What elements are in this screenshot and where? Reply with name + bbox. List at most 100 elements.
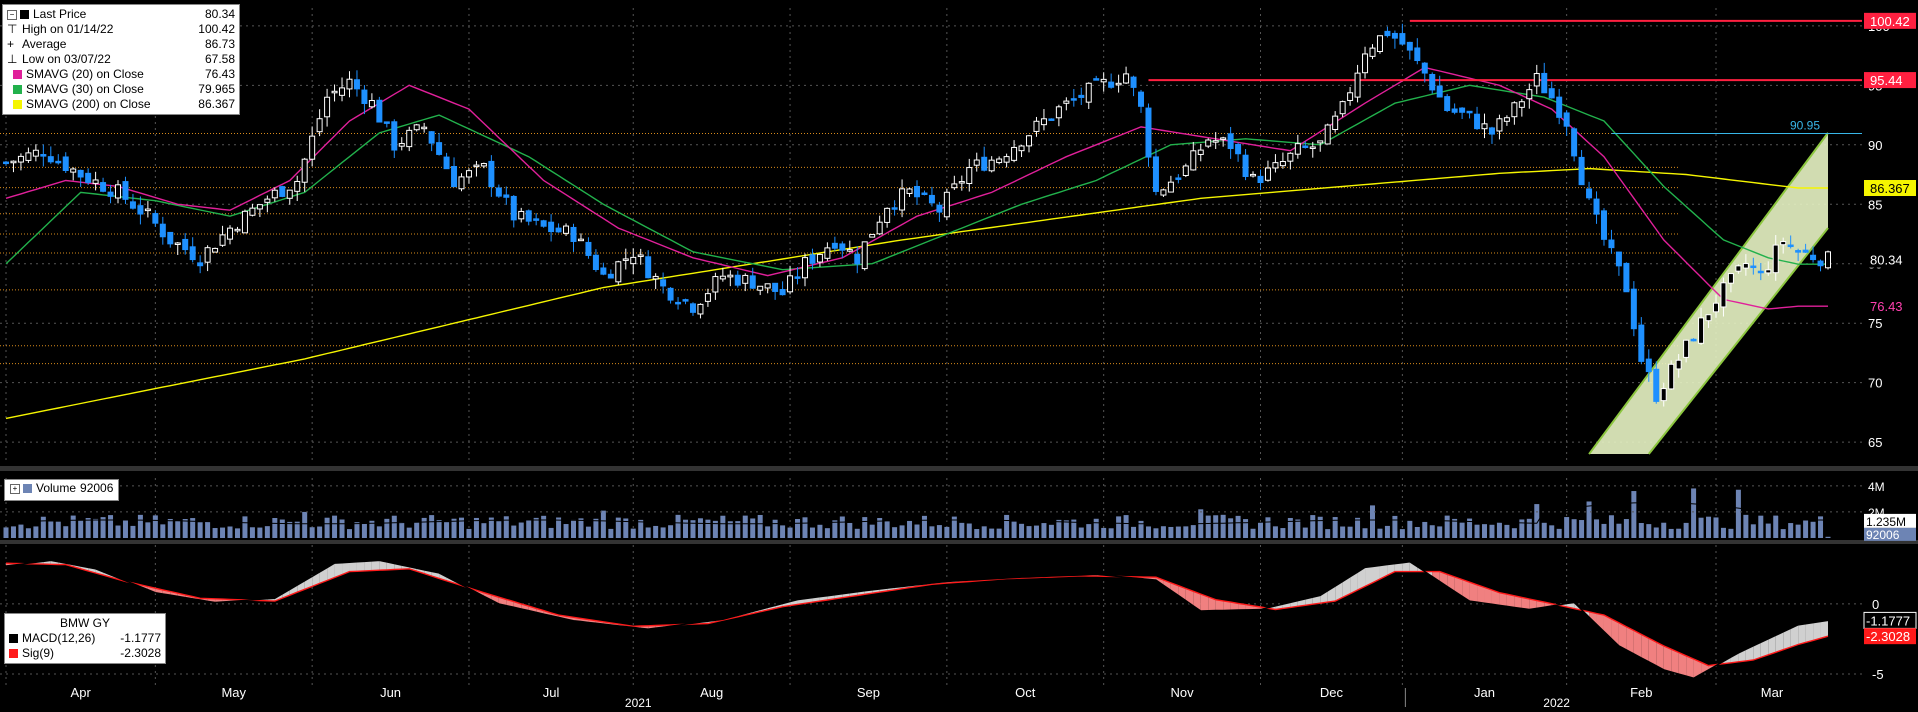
- candle-body: [600, 267, 607, 275]
- price-candle: [1503, 115, 1510, 126]
- volume-bar: [85, 518, 91, 538]
- collapse-icon[interactable]: −: [7, 9, 17, 20]
- volume-bar: [1713, 517, 1719, 538]
- price-candle: [1085, 82, 1092, 109]
- price-candle: [294, 175, 301, 202]
- candle-body: [816, 253, 823, 263]
- volume-bar: [175, 521, 181, 538]
- legend-value: 92006: [80, 481, 114, 495]
- candle-body: [1152, 156, 1159, 192]
- price-candle: [1780, 237, 1787, 254]
- volume-bar: [817, 524, 823, 538]
- price-candle: [1444, 93, 1451, 113]
- volume-bar: [182, 518, 188, 538]
- volume-bar: [668, 525, 674, 538]
- macd-legend[interactable]: BMW GY MACD(12,26) -1.1777 Sig(9) -2.302…: [4, 613, 166, 664]
- candle-body: [1302, 145, 1309, 148]
- price-candle: [212, 247, 219, 253]
- candle-body: [115, 184, 122, 199]
- volume-bar: [339, 519, 345, 538]
- legend-row-sma200[interactable]: SMAVG (200) on Close 86.367: [7, 97, 235, 112]
- legend-row-sig[interactable]: Sig(9) -2.3028: [9, 646, 161, 661]
- volume-bar: [1257, 522, 1263, 538]
- candle-body: [391, 121, 398, 151]
- candle-body: [1362, 53, 1369, 74]
- price-candle: [1302, 141, 1309, 149]
- collapse-icon[interactable]: +: [10, 483, 20, 494]
- price-candle: [1175, 174, 1182, 184]
- volume-legend[interactable]: + Volume 92006: [4, 479, 120, 501]
- price-tag-text: 86.367: [1870, 181, 1910, 196]
- volume-bar: [1243, 519, 1249, 538]
- candle-body: [1384, 30, 1391, 37]
- volume-bar: [1496, 522, 1502, 538]
- volume-bar: [108, 515, 114, 538]
- volume-bar: [1302, 527, 1308, 538]
- macd-histogram-fill: [304, 576, 313, 590]
- legend-row-average[interactable]: + Average 86.73: [7, 37, 235, 52]
- price-candle: [1093, 75, 1100, 81]
- year-label: 2021: [625, 696, 652, 707]
- volume-bar: [974, 529, 980, 538]
- legend-row-sma30[interactable]: SMAVG (30) on Close 79.965: [7, 82, 235, 97]
- volume-bar: [294, 521, 300, 538]
- candle-body: [1608, 239, 1615, 249]
- candle-body: [137, 205, 144, 215]
- volume-bar: [795, 519, 801, 538]
- legend-row-low[interactable]: ⊥ Low on 03/07/22 67.58: [7, 52, 235, 67]
- volume-bar: [1392, 515, 1398, 538]
- volume-bar: [137, 514, 143, 538]
- legend-row-macd[interactable]: MACD(12,26) -1.1777: [9, 631, 161, 646]
- candle-body: [719, 275, 726, 280]
- macd-histogram-fill: [1641, 634, 1649, 662]
- price-candle: [1235, 142, 1242, 162]
- legend-swatch: [9, 634, 18, 643]
- candle-body: [473, 164, 480, 168]
- macd-histogram-fill: [282, 589, 290, 599]
- volume-bar: [317, 526, 323, 538]
- price-candle: [824, 242, 831, 261]
- macd-histogram-fill: [371, 560, 380, 571]
- volume-bar: [1108, 528, 1114, 538]
- candle-body: [869, 233, 876, 238]
- candle-body: [801, 257, 808, 279]
- price-candle: [622, 248, 629, 270]
- volume-bar: [70, 515, 76, 538]
- price-candle: [1608, 229, 1615, 254]
- channel-lower-line: [1648, 227, 1829, 455]
- price-candle: [70, 167, 77, 181]
- volume-bar: [585, 526, 591, 538]
- legend-row-last-price[interactable]: − Last Price 80.34: [7, 7, 235, 22]
- volume-bar: [1041, 523, 1047, 538]
- macd-histogram-fill: [1454, 576, 1463, 597]
- macd-histogram-fill: [1342, 576, 1351, 598]
- volume-bar: [1720, 527, 1726, 538]
- price-tick-label: 70: [1868, 376, 1882, 391]
- macd-histogram-fill: [1223, 600, 1231, 611]
- price-candle: [458, 173, 465, 192]
- volume-bar: [1452, 518, 1458, 538]
- price-candle: [891, 200, 898, 216]
- candle-body: [279, 186, 286, 197]
- legend-row-volume[interactable]: + Volume 92006: [10, 481, 113, 496]
- candle-body: [443, 156, 450, 170]
- volume-bar: [220, 527, 226, 538]
- price-candle: [1638, 317, 1645, 365]
- candle-body: [1085, 82, 1092, 103]
- candle-body: [1145, 107, 1152, 158]
- price-candle: [592, 249, 599, 272]
- price-candle: [928, 186, 935, 207]
- candle-body: [1772, 244, 1779, 274]
- volume-bar: [578, 518, 584, 538]
- legend-row-high[interactable]: ⊤ High on 01/14/22 100.42: [7, 22, 235, 37]
- macd-histogram-fill: [334, 562, 343, 578]
- candle-body: [227, 227, 234, 240]
- candle-body: [757, 285, 764, 291]
- price-legend[interactable]: − Last Price 80.34 ⊤ High on 01/14/22 10…: [2, 4, 240, 115]
- candle-body: [1496, 118, 1503, 132]
- macd-histogram-fill: [356, 561, 365, 572]
- candle-body: [734, 274, 741, 286]
- volume-bar: [623, 518, 629, 538]
- legend-row-sma20[interactable]: SMAVG (20) on Close 76.43: [7, 67, 235, 82]
